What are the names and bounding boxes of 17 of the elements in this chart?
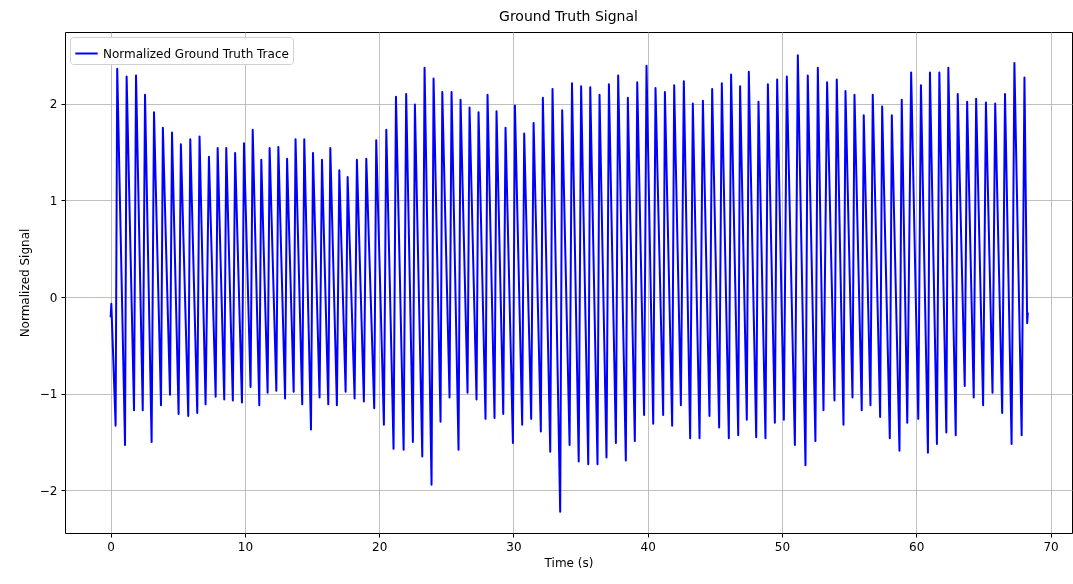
x-tick-label: 10 [237,539,254,554]
x-tick-label: 20 [372,539,388,554]
x-tick-label: 70 [1043,539,1059,554]
y-axis-title: Normalized Signal [17,228,32,338]
y-tick-label: 1 [49,193,58,208]
y-tick-label: −2 [39,483,58,498]
y-tick-label: −1 [39,387,58,402]
chart-title: Ground Truth Signal [499,8,638,24]
y-tick-label: 2 [49,97,58,112]
x-tick-label: 40 [640,539,656,554]
x-tick-label: 50 [774,539,791,554]
x-tick-label: 30 [506,539,522,554]
legend-label: Normalized Ground Truth Trace [103,46,289,61]
x-tick-label: 0 [107,539,115,554]
x-axis-title: Time (s) [543,555,594,570]
y-tick-label: 0 [49,290,58,305]
x-tick-label: 60 [909,539,925,554]
